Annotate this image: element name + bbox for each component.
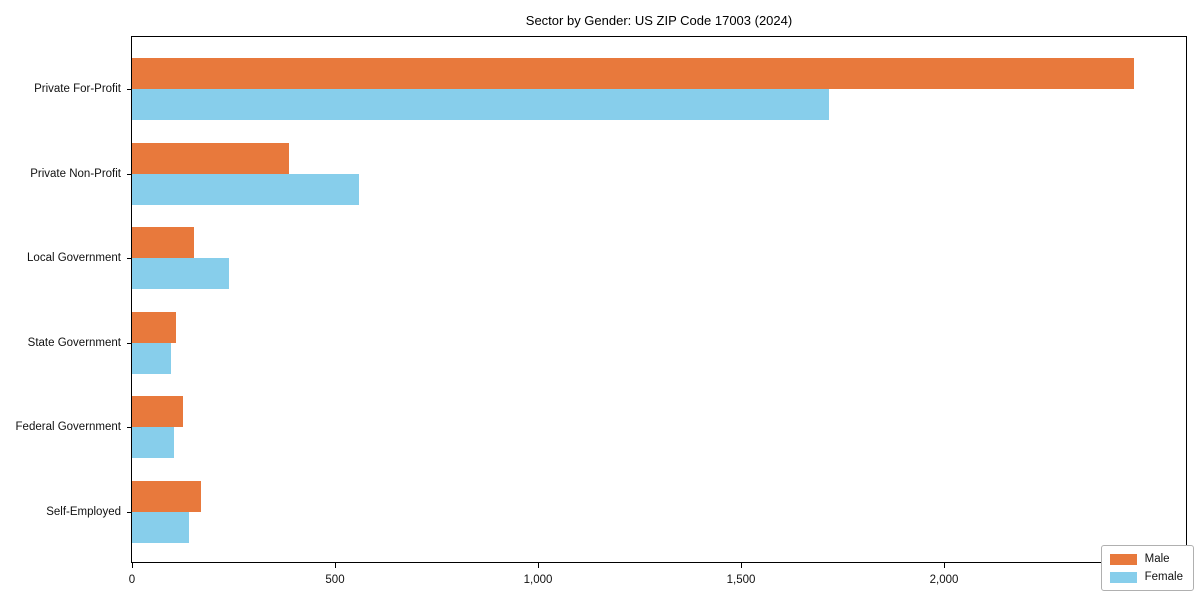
x-tick-label-1500: 1,500 <box>726 574 756 586</box>
y-tick-label-private-non-profit: Private Non-Profit <box>30 168 121 180</box>
female-swatch <box>1109 571 1137 583</box>
x-axis-tick <box>538 563 539 568</box>
y-tick-label-private-for-profit: Private For-Profit <box>34 83 121 95</box>
y-tick-label-federal-government: Federal Government <box>15 421 121 433</box>
bar-male-self-employed <box>132 481 201 512</box>
x-axis-tick <box>944 563 945 568</box>
legend-item-male: Male <box>1109 553 1183 565</box>
y-axis-tick <box>127 343 132 344</box>
bar-female-private-non-profit <box>132 173 359 205</box>
bar-female-private-for-profit <box>132 89 829 120</box>
y-axis-tick <box>127 89 132 90</box>
x-axis-tick <box>741 563 742 568</box>
x-tick-label-2000: 2,000 <box>929 574 959 586</box>
bar-male-private-for-profit <box>132 58 1134 89</box>
legend-label-female: Female <box>1144 571 1183 583</box>
bar-male-private-non-profit <box>132 142 289 174</box>
x-axis-tick <box>132 563 133 568</box>
y-tick-label-self-employed: Self-Employed <box>46 506 121 518</box>
bar-female-local-government <box>132 258 229 290</box>
y-tick-label-state-government: State Government <box>27 337 121 349</box>
legend-item-female: Female <box>1109 571 1183 583</box>
x-tick-label-0: 0 <box>128 574 136 586</box>
bar-female-state-government <box>132 342 171 374</box>
bar-female-federal-government <box>132 427 174 459</box>
bar-male-federal-government <box>132 396 183 428</box>
y-axis-tick <box>127 258 132 259</box>
chart-title: Sector by Gender: US ZIP Code 17003 (202… <box>525 13 793 28</box>
legend-label-male: Male <box>1144 553 1170 565</box>
x-tick-label-1000: 1,000 <box>523 574 553 586</box>
bar-male-state-government <box>132 311 176 343</box>
plot-area: Private For-Profit Private Non-Profit Loca… <box>16 36 1187 586</box>
y-axis-tick <box>127 174 132 175</box>
legend: Male Female <box>1100 545 1194 591</box>
y-axis-tick <box>127 427 132 428</box>
male-swatch <box>1109 553 1137 565</box>
bar-male-local-government <box>132 227 194 259</box>
x-tick-label-500: 500 <box>325 574 345 586</box>
y-axis-tick <box>127 512 132 513</box>
x-axis-tick <box>335 563 336 568</box>
bar-female-self-employed <box>132 512 189 543</box>
y-tick-label-local-government: Local Government <box>27 252 121 264</box>
